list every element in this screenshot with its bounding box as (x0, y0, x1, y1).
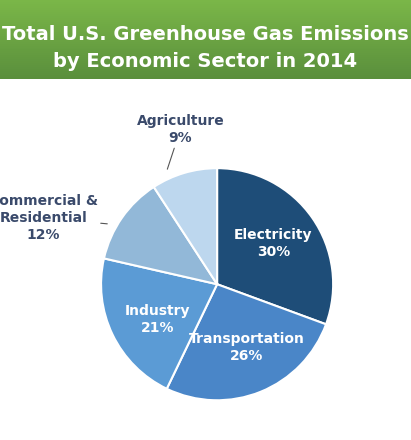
Wedge shape (101, 258, 217, 389)
Bar (0, 20, 411, 22)
Text: Transportation
26%: Transportation 26% (189, 332, 305, 363)
Bar (0, 14, 411, 16)
Wedge shape (104, 187, 217, 284)
Bar (0, 75, 411, 77)
Bar (0, 49, 411, 51)
Text: Agriculture
9%: Agriculture 9% (136, 114, 224, 169)
Text: Commercial &
Residential
12%: Commercial & Residential 12% (0, 194, 107, 242)
Bar (0, 29, 411, 32)
Bar (0, 71, 411, 73)
Bar (0, 32, 411, 34)
Bar (0, 26, 411, 28)
Bar (0, 65, 411, 67)
Wedge shape (217, 168, 333, 324)
Bar (0, 6, 411, 8)
Bar (0, 24, 411, 26)
Bar (0, 40, 411, 42)
Bar (0, 34, 411, 36)
Bar (0, 10, 411, 12)
Bar (0, 55, 411, 57)
Bar (0, 73, 411, 75)
Text: Industry
21%: Industry 21% (125, 304, 190, 335)
Bar (0, 67, 411, 69)
Bar (0, 44, 411, 45)
Bar (0, 2, 411, 4)
Bar (0, 48, 411, 50)
Wedge shape (154, 168, 217, 284)
Text: Electricity
30%: Electricity 30% (234, 227, 313, 259)
Text: by Economic Sector in 2014: by Economic Sector in 2014 (53, 52, 358, 71)
Bar (0, 45, 411, 48)
Bar (0, 69, 411, 71)
Bar (0, 63, 411, 65)
Bar (0, 57, 411, 59)
Bar (0, 61, 411, 63)
Bar (0, 36, 411, 37)
Bar (0, 77, 411, 79)
Bar (0, 53, 411, 55)
Bar (0, 16, 411, 18)
Bar (0, 59, 411, 62)
Bar (0, 12, 411, 14)
Bar (0, 0, 411, 2)
Bar (0, 28, 411, 29)
Bar (0, 18, 411, 20)
Bar (0, 8, 411, 10)
Wedge shape (167, 284, 326, 400)
Bar (0, 37, 411, 40)
Text: Total U.S. Greenhouse Gas Emissions: Total U.S. Greenhouse Gas Emissions (2, 26, 409, 44)
Bar (0, 51, 411, 53)
Bar (0, 4, 411, 6)
Bar (0, 22, 411, 24)
Bar (0, 41, 411, 44)
